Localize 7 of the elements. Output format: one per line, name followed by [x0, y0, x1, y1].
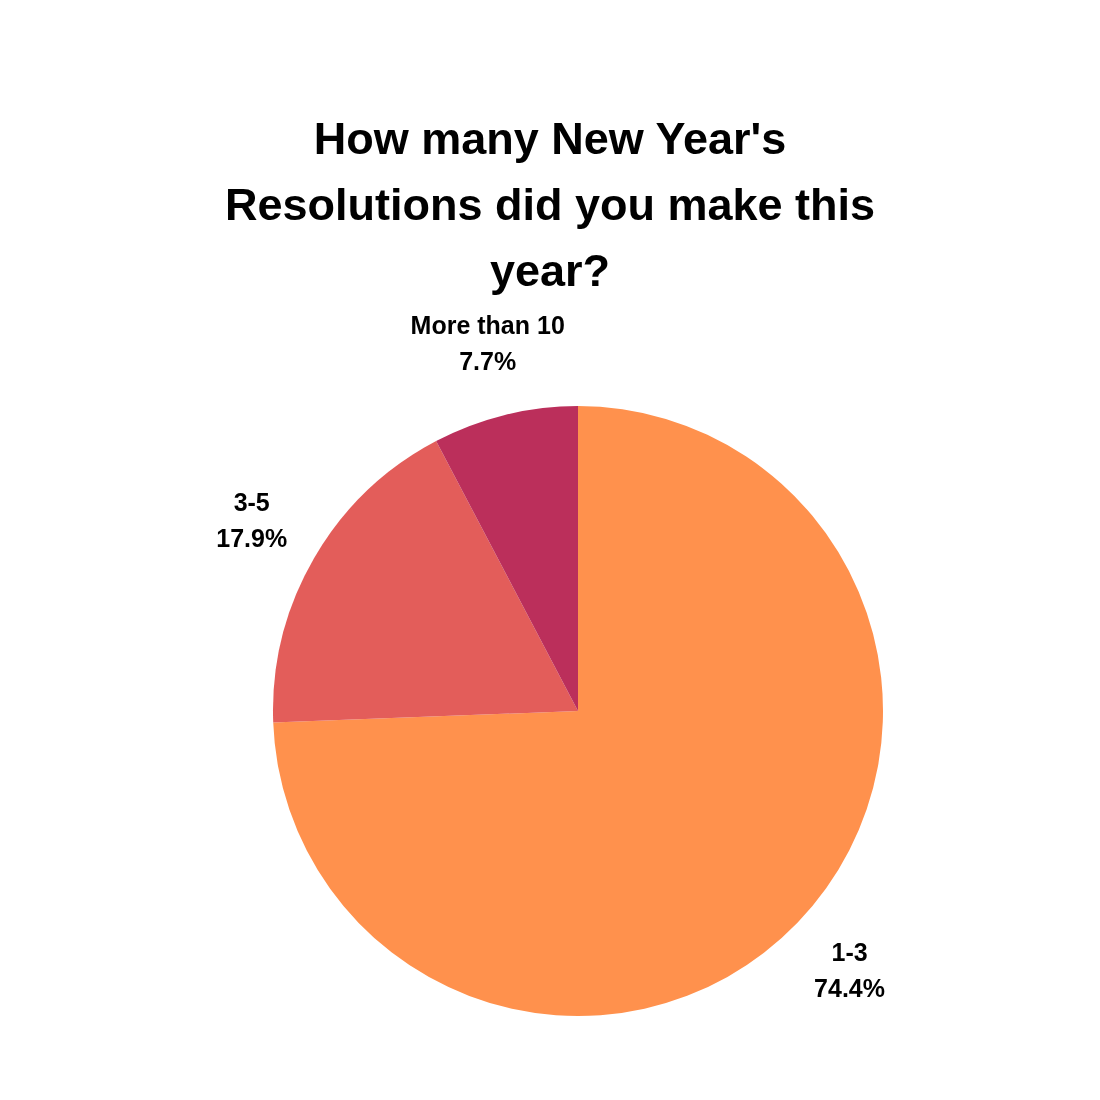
slice-label: More than 10 [410, 310, 565, 339]
data-label: 74.4% [814, 974, 885, 1003]
chart-title: How many New Year's Resolutions did you make this year? [223, 112, 877, 298]
slice-label: 3-5 [233, 488, 270, 517]
data-label: 7.7% [459, 346, 517, 375]
data-label: 17.9% [216, 524, 288, 553]
slice-label: 1-3 [831, 938, 868, 967]
